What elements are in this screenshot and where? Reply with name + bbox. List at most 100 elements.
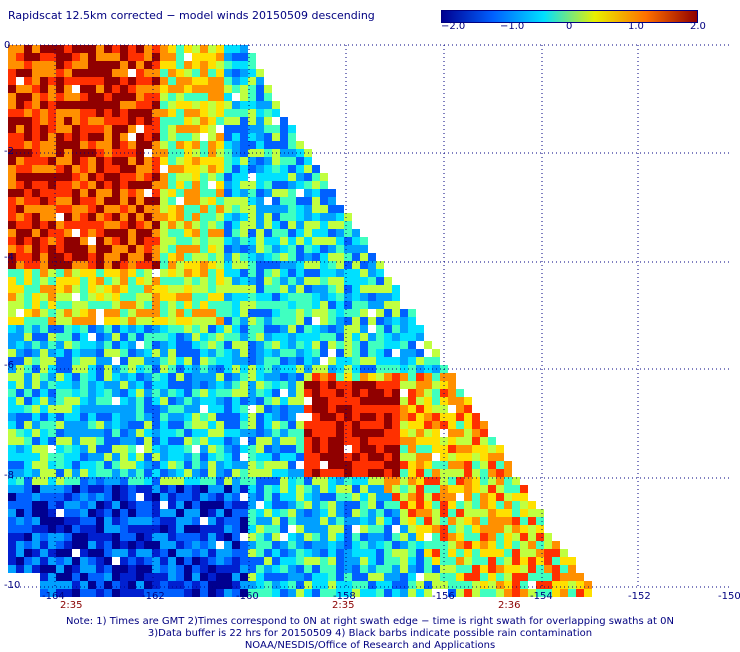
- wind-diff-cell: [256, 117, 264, 125]
- wind-diff-cell: [296, 317, 304, 325]
- wind-diff-cell: [64, 165, 72, 173]
- wind-diff-cell: [56, 229, 64, 237]
- wind-diff-cell: [8, 237, 16, 245]
- wind-diff-cell: [32, 341, 40, 349]
- wind-diff-cell: [304, 301, 312, 309]
- wind-diff-cell: [408, 541, 416, 549]
- wind-diff-cell: [208, 381, 216, 389]
- wind-diff-cell: [72, 45, 80, 53]
- wind-diff-cell: [224, 53, 232, 61]
- wind-diff-cell: [128, 541, 136, 549]
- wind-diff-cell: [256, 445, 264, 453]
- wind-diff-cell: [336, 229, 344, 237]
- wind-diff-cell: [56, 93, 64, 101]
- wind-diff-cell: [80, 349, 88, 357]
- wind-diff-cell: [352, 517, 360, 525]
- wind-diff-cell: [360, 453, 368, 461]
- wind-diff-cell: [416, 389, 424, 397]
- wind-diff-cell: [168, 69, 176, 77]
- wind-diff-cell: [88, 573, 96, 581]
- wind-diff-cell: [296, 333, 304, 341]
- wind-diff-cell: [256, 213, 264, 221]
- wind-diff-cell: [200, 341, 208, 349]
- wind-diff-cell: [144, 53, 152, 61]
- wind-diff-cell: [56, 277, 64, 285]
- wind-diff-cell: [312, 269, 320, 277]
- wind-diff-cell: [232, 557, 240, 565]
- wind-diff-cell: [400, 501, 408, 509]
- wind-diff-cell: [344, 509, 352, 517]
- wind-diff-cell: [256, 221, 264, 229]
- wind-diff-cell: [40, 141, 48, 149]
- wind-diff-cell: [280, 413, 288, 421]
- wind-diff-cell: [256, 557, 264, 565]
- wind-diff-cell: [80, 197, 88, 205]
- wind-diff-cell: [248, 133, 256, 141]
- wind-diff-cell: [432, 565, 440, 573]
- wind-diff-cell: [56, 373, 64, 381]
- wind-diff-cell: [136, 245, 144, 253]
- wind-diff-cell: [72, 357, 80, 365]
- wind-diff-cell: [64, 229, 72, 237]
- wind-diff-cell: [168, 589, 176, 597]
- wind-diff-cell: [56, 533, 64, 541]
- wind-diff-cell: [8, 469, 16, 477]
- wind-diff-cell: [40, 445, 48, 453]
- wind-diff-cell: [312, 261, 320, 269]
- wind-diff-cell: [152, 557, 160, 565]
- wind-diff-cell: [552, 549, 560, 557]
- wind-diff-cell: [224, 325, 232, 333]
- wind-diff-cell: [320, 525, 328, 533]
- wind-diff-cell: [168, 133, 176, 141]
- wind-diff-cell: [496, 581, 504, 589]
- wind-diff-cell: [32, 261, 40, 269]
- wind-diff-cell: [200, 165, 208, 173]
- wind-diff-cell: [136, 469, 144, 477]
- wind-diff-cell: [16, 229, 24, 237]
- wind-diff-cell: [312, 325, 320, 333]
- wind-diff-cell: [144, 101, 152, 109]
- wind-diff-cell: [48, 389, 56, 397]
- wind-diff-cell: [32, 405, 40, 413]
- wind-diff-cell: [152, 133, 160, 141]
- wind-diff-cell: [360, 269, 368, 277]
- wind-diff-cell: [48, 117, 56, 125]
- wind-diff-cell: [568, 573, 576, 581]
- wind-diff-cell: [24, 253, 32, 261]
- wind-diff-cell: [240, 221, 248, 229]
- wind-diff-cell: [272, 437, 280, 445]
- lon-tick-label: -164: [42, 591, 65, 602]
- wind-diff-cell: [424, 501, 432, 509]
- wind-diff-cell: [264, 461, 272, 469]
- wind-diff-cell: [80, 541, 88, 549]
- wind-diff-cell: [184, 133, 192, 141]
- wind-diff-cell: [416, 501, 424, 509]
- wind-diff-cell: [408, 517, 416, 525]
- wind-diff-cell: [320, 221, 328, 229]
- wind-diff-cell: [584, 581, 592, 589]
- wind-diff-cell: [376, 485, 384, 493]
- wind-diff-cell: [136, 389, 144, 397]
- wind-diff-cell: [312, 421, 320, 429]
- wind-diff-cell: [480, 589, 488, 597]
- wind-diff-cell: [80, 317, 88, 325]
- wind-diff-cell: [352, 437, 360, 445]
- wind-diff-cell: [48, 157, 56, 165]
- wind-diff-cell: [136, 181, 144, 189]
- wind-diff-cell: [88, 269, 96, 277]
- wind-diff-cell: [400, 541, 408, 549]
- wind-diff-cell: [88, 325, 96, 333]
- wind-diff-cell: [280, 333, 288, 341]
- wind-diff-cell: [240, 69, 248, 77]
- wind-diff-cell: [152, 517, 160, 525]
- wind-diff-cell: [464, 581, 472, 589]
- wind-diff-cell: [8, 485, 16, 493]
- wind-diff-cell: [200, 389, 208, 397]
- wind-diff-cell: [96, 301, 104, 309]
- wind-diff-cell: [368, 565, 376, 573]
- wind-diff-cell: [368, 461, 376, 469]
- wind-diff-cell: [104, 301, 112, 309]
- wind-diff-cell: [224, 469, 232, 477]
- wind-diff-cell: [504, 573, 512, 581]
- wind-diff-cell: [136, 549, 144, 557]
